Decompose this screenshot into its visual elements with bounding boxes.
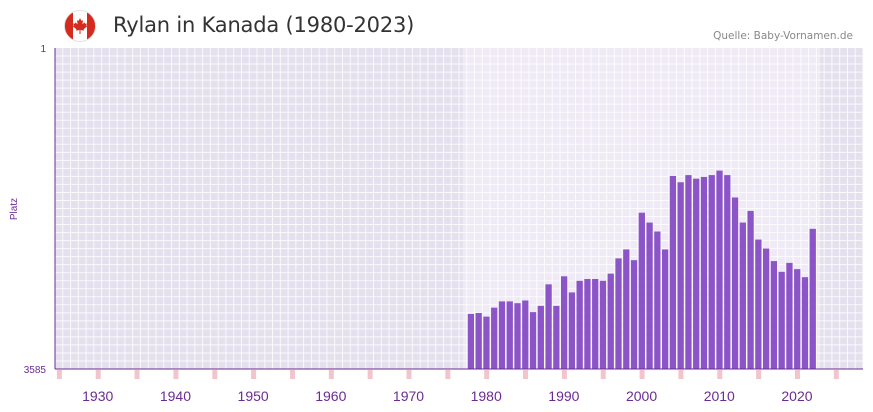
- bar-2008: [700, 176, 708, 369]
- half-decade-marker: [251, 370, 257, 379]
- canada-flag-icon: [64, 10, 96, 42]
- bar-2007: [693, 178, 700, 369]
- half-decade-marker: [756, 370, 762, 379]
- bar-1999: [630, 260, 638, 369]
- chart-title: Rylan in Kanada (1980-2023): [113, 13, 415, 37]
- half-decade-marker: [445, 370, 451, 379]
- bar-2005: [677, 182, 684, 369]
- decade-markers: [56, 370, 839, 379]
- half-decade-marker: [794, 370, 800, 379]
- bar-1986: [529, 312, 537, 369]
- bar-2003: [662, 249, 669, 369]
- bar-2012: [731, 197, 739, 369]
- bar-series: [467, 170, 816, 369]
- bar-2000: [638, 212, 645, 369]
- bar-1982: [498, 301, 506, 369]
- x-tick-label-2020: 2020: [781, 388, 812, 404]
- half-decade-marker: [212, 370, 218, 379]
- source-credit: Quelle: Baby-Vornamen.de: [713, 30, 853, 42]
- bar-2019: [786, 262, 793, 369]
- bar-1988: [545, 284, 552, 369]
- bar-2004: [669, 175, 677, 369]
- x-tick-label-1990: 1990: [548, 388, 579, 404]
- y-tick-label-top: 1: [40, 44, 46, 55]
- bar-2015: [755, 239, 762, 369]
- bar-2002: [654, 231, 661, 369]
- x-tick-label-1970: 1970: [393, 388, 424, 404]
- half-decade-marker: [561, 370, 567, 379]
- y-tick-label-bottom: 3585: [24, 365, 47, 376]
- bar-1989: [553, 305, 560, 369]
- x-tick-label-1960: 1960: [315, 388, 346, 404]
- half-decade-marker: [484, 370, 490, 379]
- x-tick-label-1930: 1930: [82, 388, 113, 404]
- bar-2022: [809, 228, 816, 369]
- bar-2006: [685, 175, 692, 369]
- x-tick-label-1950: 1950: [238, 388, 269, 404]
- half-decade-marker: [289, 370, 295, 379]
- bar-1980: [483, 316, 490, 369]
- bar-1996: [607, 273, 614, 369]
- bar-2009: [708, 175, 715, 369]
- x-tick-label-2010: 2010: [704, 388, 735, 404]
- bar-2017: [770, 261, 778, 369]
- bar-1992: [576, 280, 583, 369]
- half-decade-marker: [639, 370, 645, 379]
- bar-1997: [615, 258, 622, 369]
- bar-1994: [592, 278, 599, 369]
- header: Rylan in Kanada (1980-2023) Quelle: Baby…: [0, 0, 873, 50]
- bar-2016: [763, 248, 770, 369]
- bar-1991: [568, 292, 576, 369]
- bar-1981: [491, 307, 498, 369]
- half-decade-marker: [833, 370, 839, 379]
- bar-2011: [724, 175, 731, 369]
- bar-2013: [739, 222, 746, 369]
- bar-2021: [801, 277, 809, 369]
- half-decade-marker: [406, 370, 412, 379]
- bar-2014: [747, 210, 754, 369]
- bar-2001: [646, 222, 653, 369]
- bar-1987: [537, 305, 544, 369]
- half-decade-marker: [717, 370, 723, 379]
- bar-1993: [584, 278, 591, 369]
- half-decade-marker: [134, 370, 140, 379]
- bar-1985: [522, 300, 529, 369]
- half-decade-marker: [367, 370, 373, 379]
- y-axis-label: Platz: [9, 198, 20, 220]
- bar-2010: [716, 170, 723, 369]
- x-tick-label-2000: 2000: [626, 388, 657, 404]
- bar-1979: [475, 313, 482, 369]
- half-decade-marker: [56, 370, 62, 379]
- half-decade-marker: [173, 370, 179, 379]
- tick-labels: 1 3585 Platz 1930 1940 1950 1960 1970 1980 1990 20…: [9, 44, 813, 404]
- half-decade-marker: [678, 370, 684, 379]
- x-tick-label-1940: 1940: [160, 388, 191, 404]
- x-tick-label-1980: 1980: [471, 388, 502, 404]
- bar-2020: [794, 269, 801, 369]
- bar-1983: [506, 301, 513, 369]
- bar-1995: [599, 280, 607, 369]
- half-decade-marker: [600, 370, 606, 379]
- bar-1978: [467, 313, 475, 369]
- bar-1998: [623, 249, 630, 369]
- half-decade-marker: [95, 370, 101, 379]
- bar-1990: [561, 276, 568, 369]
- half-decade-marker: [328, 370, 334, 379]
- bar-2018: [778, 271, 785, 369]
- bar-1984: [514, 303, 521, 369]
- axes: [54, 48, 863, 370]
- half-decade-marker: [523, 370, 529, 379]
